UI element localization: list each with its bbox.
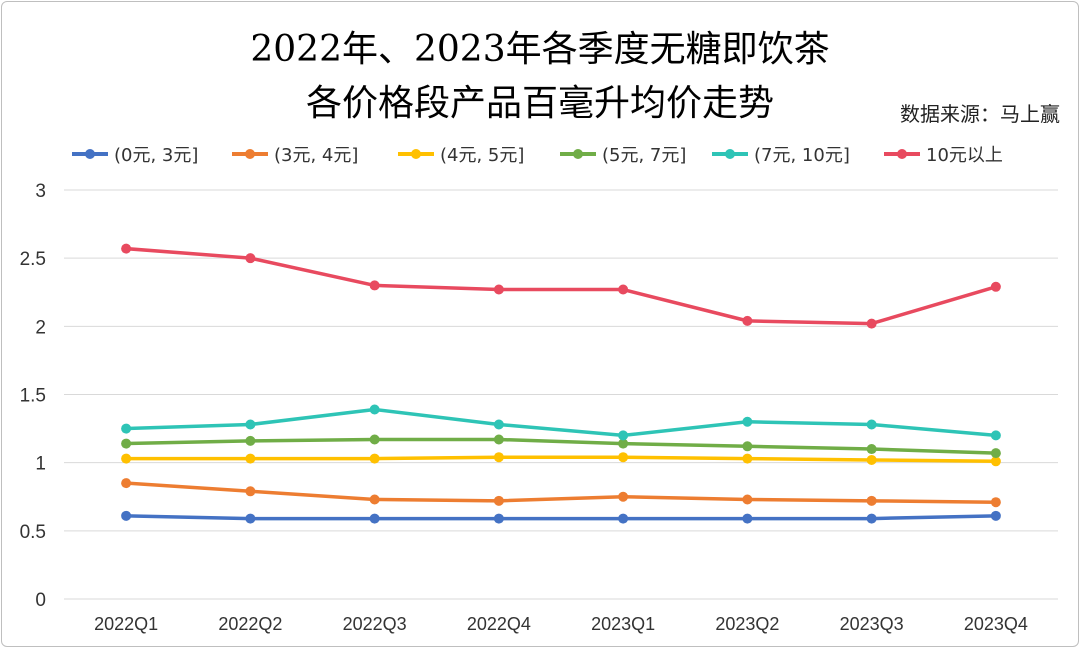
y-tick-label: 1 xyxy=(35,454,46,475)
data-point xyxy=(493,434,504,445)
data-point xyxy=(369,404,380,415)
x-tick-label: 2023Q4 xyxy=(964,614,1028,634)
data-point xyxy=(866,419,877,430)
legend-label: (3元, 4元] xyxy=(274,145,358,166)
x-tick-label: 2022Q4 xyxy=(467,614,531,634)
data-point xyxy=(742,441,753,452)
x-tick-label: 2022Q2 xyxy=(218,614,282,634)
data-point xyxy=(618,491,629,502)
data-point xyxy=(245,486,256,497)
data-point xyxy=(493,513,504,524)
chart-title-line1: 2022年、2023年各季度无糖即饮茶 xyxy=(250,29,830,70)
legend-marker xyxy=(85,149,95,159)
series-line xyxy=(126,455,996,464)
data-point xyxy=(121,438,132,449)
series-line xyxy=(126,481,996,504)
data-point xyxy=(990,456,1001,467)
data-point xyxy=(493,419,504,430)
series-line xyxy=(126,514,996,521)
y-tick-label: 3 xyxy=(35,181,46,202)
data-point xyxy=(866,495,877,506)
data-point xyxy=(866,318,877,329)
data-point xyxy=(618,430,629,441)
y-tick-label: 2.5 xyxy=(20,249,46,270)
x-tick-label: 2023Q3 xyxy=(840,614,904,634)
data-point xyxy=(493,495,504,506)
data-point xyxy=(990,510,1001,521)
x-tick-label: 2023Q1 xyxy=(591,614,655,634)
data-point xyxy=(990,497,1001,508)
y-tick-label: 0 xyxy=(35,590,46,611)
data-point xyxy=(618,513,629,524)
legend-marker xyxy=(725,149,735,159)
data-source-label: 数据来源：马上赢 xyxy=(900,102,1060,126)
y-tick-label: 1.5 xyxy=(20,386,46,407)
data-point xyxy=(866,454,877,465)
data-point xyxy=(245,419,256,430)
data-point xyxy=(369,280,380,291)
legend-marker xyxy=(573,149,583,159)
data-point xyxy=(369,513,380,524)
data-point xyxy=(369,434,380,445)
data-point xyxy=(121,510,132,521)
legend-marker xyxy=(245,149,255,159)
data-point xyxy=(369,494,380,505)
data-point xyxy=(618,452,629,463)
data-point xyxy=(618,438,629,449)
data-point xyxy=(990,448,1001,459)
data-point xyxy=(121,423,132,434)
series-line xyxy=(126,437,996,455)
y-tick-label: 2 xyxy=(35,317,46,338)
legend-label: (5元, 7元] xyxy=(602,145,686,166)
data-point xyxy=(245,435,256,446)
data-point xyxy=(990,281,1001,292)
data-point xyxy=(742,494,753,505)
data-point xyxy=(742,315,753,326)
data-point xyxy=(245,253,256,264)
data-point xyxy=(618,284,629,295)
legend-marker xyxy=(897,149,907,159)
data-point xyxy=(121,243,132,254)
y-tick-label: 0.5 xyxy=(20,522,46,543)
data-point xyxy=(369,453,380,464)
legend-label: (4元, 5元] xyxy=(440,145,524,166)
series-line xyxy=(125,246,997,326)
data-point xyxy=(121,453,132,464)
x-tick-label: 2022Q1 xyxy=(94,614,158,634)
data-point xyxy=(245,513,256,524)
data-point xyxy=(245,453,256,464)
series-line xyxy=(126,407,997,438)
data-point xyxy=(742,416,753,427)
data-point xyxy=(121,478,132,489)
x-tick-label: 2023Q2 xyxy=(715,614,779,634)
data-point xyxy=(866,444,877,455)
x-tick-label: 2022Q3 xyxy=(343,614,407,634)
legend-label: (7元, 10元] xyxy=(754,145,850,166)
data-point xyxy=(866,513,877,524)
legend-label: 10元以上 xyxy=(926,145,1003,166)
data-point xyxy=(742,513,753,524)
data-point xyxy=(493,284,504,295)
data-point xyxy=(990,430,1001,441)
legend-marker xyxy=(411,149,421,159)
data-point xyxy=(493,452,504,463)
data-point xyxy=(742,453,753,464)
legend-label: (0元, 3元] xyxy=(114,145,198,166)
chart-title-line2: 各价格段产品百毫升均价走势 xyxy=(305,83,774,124)
